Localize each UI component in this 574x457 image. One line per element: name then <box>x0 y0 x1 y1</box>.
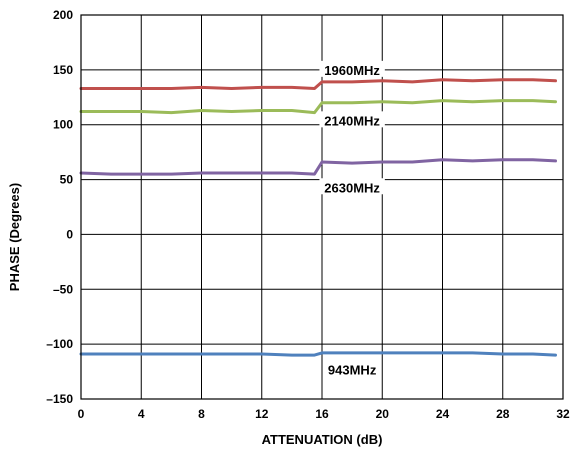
series-line-2630mhz <box>79 158 557 176</box>
series-line-943mhz <box>79 351 557 357</box>
y-tick-labels: –150 –100 –50 0 50 100 150 200 <box>46 8 73 406</box>
y-axis-title: PHASE (Degrees) <box>7 183 22 291</box>
y-tick-label: –100 <box>46 337 73 351</box>
y-tick-label: 50 <box>60 173 74 187</box>
x-tick-label: 16 <box>315 407 329 421</box>
x-axis-title: ATTENUATION (dB) <box>262 432 383 447</box>
x-tick-label: 8 <box>198 407 205 421</box>
x-tick-label: 32 <box>556 407 570 421</box>
annotation-bg <box>323 360 381 377</box>
annotation-bg <box>319 111 385 128</box>
x-tick-label: 24 <box>436 407 450 421</box>
series-label-1960mhz: 1960MHz <box>324 63 380 78</box>
x-tick-label: 4 <box>138 407 145 421</box>
x-tick-label: 28 <box>496 407 510 421</box>
series-lines <box>79 78 557 357</box>
series-label-943mhz: 943MHz <box>328 362 377 377</box>
series-line-2140mhz <box>79 99 557 115</box>
series-line-1960mhz <box>79 78 557 90</box>
series-label-2630mhz: 2630MHz <box>324 180 380 195</box>
x-tick-label: 20 <box>376 407 390 421</box>
y-tick-label: –50 <box>53 282 73 296</box>
annotation-bg <box>319 178 385 195</box>
plot-frame <box>80 14 564 400</box>
y-tick-label: 200 <box>53 8 73 22</box>
annotation-bg <box>319 60 385 77</box>
y-tick-label: –150 <box>46 392 73 406</box>
y-tick-label: 0 <box>66 227 73 241</box>
series-annotations: 1960MHz 2140MHz 2630MHz 943MHz <box>319 60 385 377</box>
series-label-2140mhz: 2140MHz <box>324 113 380 128</box>
x-tick-labels: 0 4 8 12 16 20 24 28 32 <box>78 407 570 421</box>
x-tick-label: 12 <box>255 407 269 421</box>
y-tick-label: 150 <box>53 63 73 77</box>
y-tick-label: 100 <box>53 118 73 132</box>
x-tick-label: 0 <box>78 407 85 421</box>
